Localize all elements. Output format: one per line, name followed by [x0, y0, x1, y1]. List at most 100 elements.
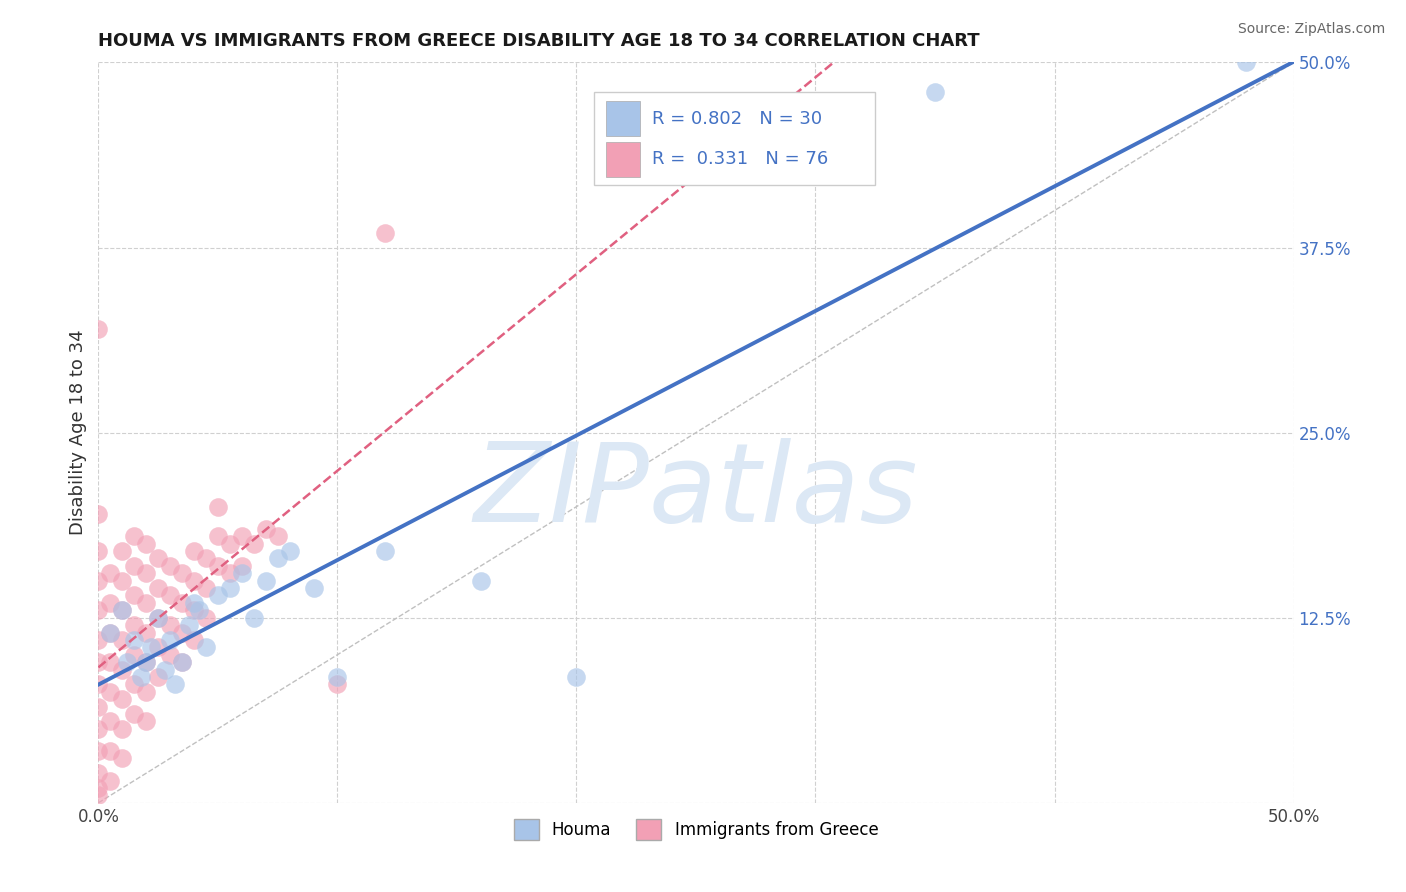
Point	[135, 655, 157, 669]
Point	[131, 670, 153, 684]
Point	[183, 632, 205, 647]
Point	[374, 226, 396, 240]
Point	[207, 558, 229, 573]
Point	[148, 581, 170, 595]
Point	[1234, 55, 1257, 70]
Point	[148, 610, 170, 624]
Point	[179, 618, 201, 632]
Point	[172, 625, 194, 640]
Point	[135, 625, 157, 640]
Point	[87, 574, 110, 588]
Point	[195, 581, 218, 595]
Point	[87, 722, 110, 736]
Point	[111, 544, 134, 558]
Point	[124, 618, 146, 632]
Point	[148, 640, 170, 655]
Point	[98, 714, 122, 729]
Point	[87, 699, 110, 714]
Point	[124, 648, 146, 662]
Point	[135, 714, 157, 729]
Point	[115, 655, 138, 669]
Point	[374, 544, 396, 558]
Point	[148, 670, 170, 684]
Point	[302, 581, 325, 595]
Point	[207, 500, 229, 514]
FancyBboxPatch shape	[606, 142, 640, 178]
Point	[172, 655, 194, 669]
Point	[183, 603, 205, 617]
Point	[470, 574, 492, 588]
Point	[87, 655, 110, 669]
Point	[87, 677, 110, 691]
Point	[87, 632, 110, 647]
Point	[195, 610, 218, 624]
Point	[148, 551, 170, 566]
Point	[243, 536, 266, 550]
Point	[87, 507, 110, 521]
Point	[267, 551, 290, 566]
Point	[219, 566, 242, 581]
FancyBboxPatch shape	[595, 92, 875, 185]
Point	[254, 522, 277, 536]
Point	[98, 773, 122, 788]
Point	[87, 789, 110, 803]
Y-axis label: Disability Age 18 to 34: Disability Age 18 to 34	[69, 330, 87, 535]
Point	[111, 663, 134, 677]
Point	[87, 603, 110, 617]
Point	[183, 574, 205, 588]
Point	[124, 529, 146, 543]
Point	[155, 663, 177, 677]
Point	[98, 655, 122, 669]
Point	[172, 596, 194, 610]
Point	[139, 640, 162, 655]
Point	[172, 655, 194, 669]
Point	[183, 544, 205, 558]
Point	[231, 566, 253, 581]
Point	[135, 566, 157, 581]
Point	[187, 603, 209, 617]
Point	[148, 610, 170, 624]
Point	[267, 529, 290, 543]
Point	[98, 625, 122, 640]
Point	[111, 722, 134, 736]
Point	[159, 618, 181, 632]
Point	[163, 677, 186, 691]
Point	[135, 685, 157, 699]
Point	[98, 625, 122, 640]
Point	[87, 766, 110, 780]
Point	[135, 596, 157, 610]
Point	[98, 685, 122, 699]
Point	[231, 529, 253, 543]
Point	[183, 596, 205, 610]
Point	[87, 744, 110, 758]
Point	[124, 589, 146, 603]
Point	[111, 692, 134, 706]
Point	[254, 574, 277, 588]
Point	[124, 706, 146, 721]
Point	[87, 544, 110, 558]
FancyBboxPatch shape	[606, 101, 640, 136]
Point	[159, 632, 181, 647]
Point	[124, 677, 146, 691]
Point	[135, 655, 157, 669]
Text: HOUMA VS IMMIGRANTS FROM GREECE DISABILITY AGE 18 TO 34 CORRELATION CHART: HOUMA VS IMMIGRANTS FROM GREECE DISABILI…	[98, 32, 980, 50]
Point	[207, 529, 229, 543]
Point	[87, 780, 110, 795]
Point	[98, 566, 122, 581]
Point	[326, 670, 349, 684]
Point	[111, 603, 134, 617]
Point	[195, 551, 218, 566]
Point	[111, 603, 134, 617]
Point	[124, 558, 146, 573]
Point	[172, 566, 194, 581]
Point	[124, 632, 146, 647]
Text: R =  0.331   N = 76: R = 0.331 N = 76	[652, 151, 828, 169]
Text: ZIPatlas: ZIPatlas	[474, 438, 918, 545]
Point	[278, 544, 301, 558]
Point	[111, 574, 134, 588]
Point	[565, 670, 588, 684]
Point	[111, 751, 134, 765]
Text: R = 0.802   N = 30: R = 0.802 N = 30	[652, 111, 823, 128]
Point	[231, 558, 253, 573]
Point	[159, 648, 181, 662]
